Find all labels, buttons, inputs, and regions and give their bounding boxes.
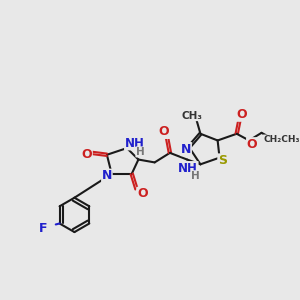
Text: N: N bbox=[181, 142, 191, 155]
Text: O: O bbox=[82, 148, 92, 161]
Text: O: O bbox=[247, 138, 257, 151]
Text: O: O bbox=[159, 125, 169, 138]
Text: NH: NH bbox=[178, 162, 198, 175]
Text: S: S bbox=[218, 154, 227, 167]
Text: NH: NH bbox=[124, 137, 145, 150]
Text: N: N bbox=[102, 169, 112, 182]
Text: CH₂CH₃: CH₂CH₃ bbox=[263, 135, 300, 144]
Text: O: O bbox=[236, 108, 247, 121]
Text: CH₃: CH₃ bbox=[182, 111, 203, 121]
Text: F: F bbox=[39, 222, 48, 235]
Text: O: O bbox=[137, 188, 148, 200]
Text: H: H bbox=[191, 171, 200, 181]
Text: H: H bbox=[136, 147, 145, 157]
